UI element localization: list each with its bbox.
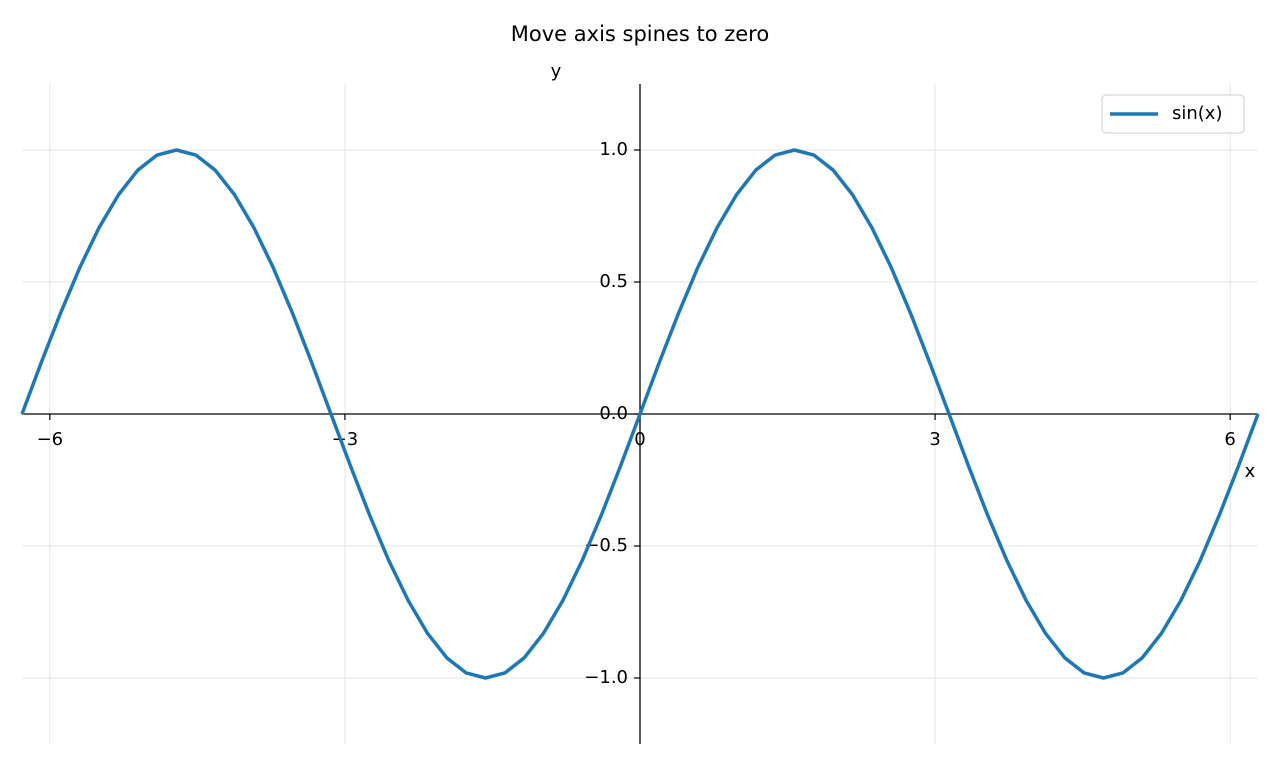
x-tick-label: 3 [929,429,940,450]
x-axis-label: x [1245,461,1256,482]
y-tick-label: −1.0 [584,667,628,688]
chart-title: Move axis spines to zero [511,22,769,46]
y-tick-label: 0.5 [599,271,628,292]
x-tick-label: 0 [634,429,645,450]
legend-label: sin(x) [1172,103,1222,124]
line-series [20,148,1260,680]
legend-box [1101,94,1245,134]
y-axis-label: y [551,61,562,82]
x-tick-label: 6 [1224,429,1235,450]
y-tick-label: 1.0 [599,139,628,160]
x-tick-label: −6 [37,429,64,450]
y-tick-label: 0.0 [599,403,628,424]
y-tick-label: −0.5 [584,535,628,556]
